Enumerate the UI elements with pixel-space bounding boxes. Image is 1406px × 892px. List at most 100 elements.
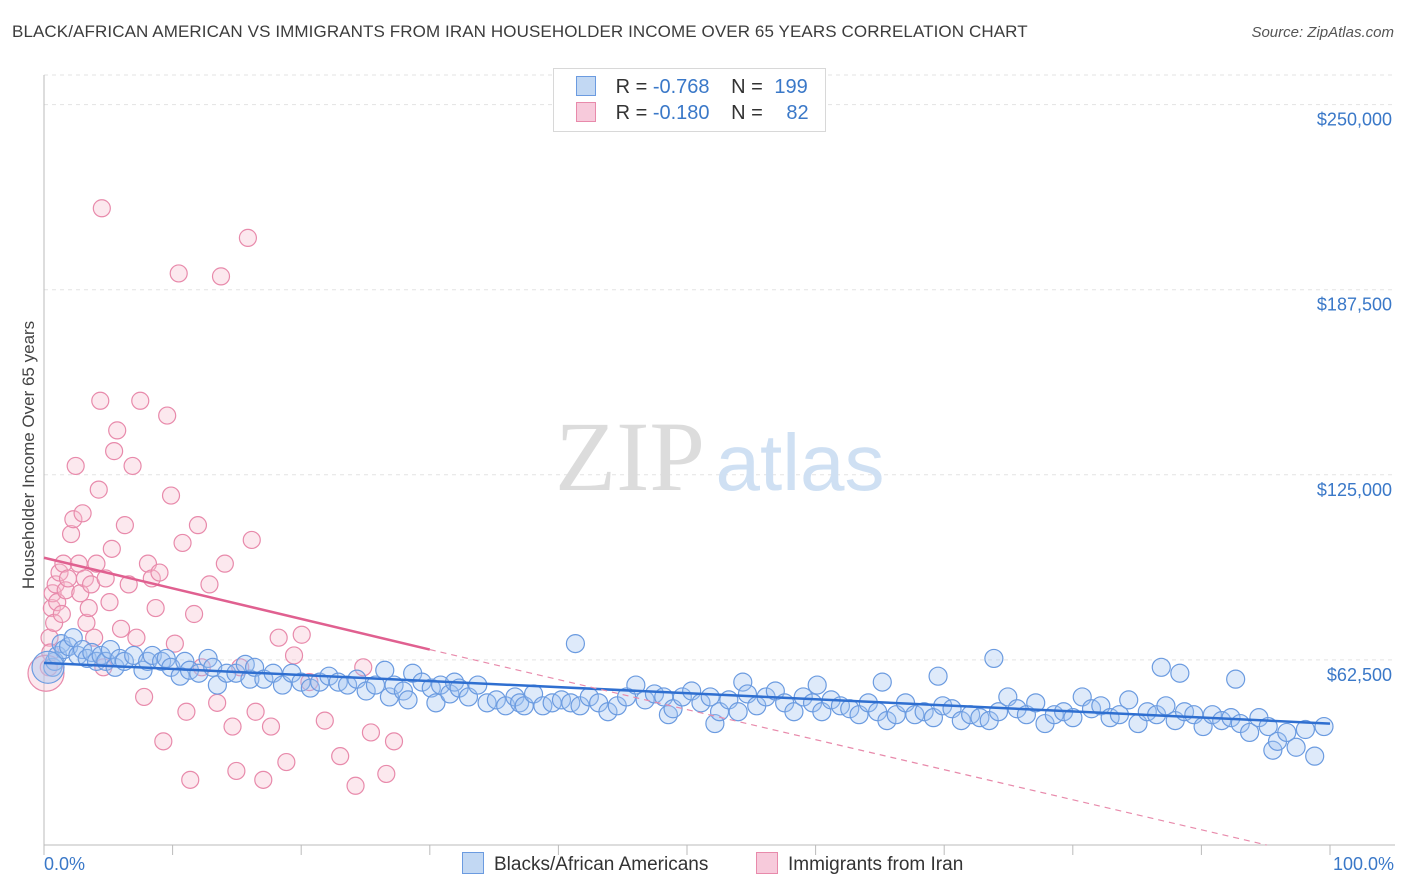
data-point-iran — [242, 530, 261, 550]
data-point-iran — [40, 628, 59, 647]
y-axis-label: Householder Income Over 65 years — [19, 321, 38, 589]
data-point-iran — [108, 421, 127, 440]
stats-legend: R = -0.768 N = 199 R = -0.180 N = 82 — [553, 68, 826, 132]
data-point-blacks — [872, 672, 892, 692]
data-point-blacks — [240, 669, 260, 689]
data-point-iran — [211, 267, 231, 286]
data-point-blacks — [356, 681, 376, 701]
data-point-iran — [61, 524, 81, 544]
gridlines — [44, 74, 1395, 661]
data-point-blacks — [198, 648, 218, 669]
data-point-iran — [254, 770, 273, 789]
data-point-blacks — [398, 690, 418, 710]
legend-n-label: N = — [731, 102, 763, 124]
data-point-iran — [169, 264, 188, 283]
data-point-iran — [215, 554, 234, 573]
data-point-blacks — [133, 660, 153, 680]
y-tick-label: $62,500 — [1327, 665, 1392, 685]
data-point-iran — [200, 575, 219, 594]
data-point-iran — [361, 723, 381, 742]
data-point-blacks — [300, 678, 320, 698]
data-point-blacks — [1263, 740, 1283, 760]
data-point-blacks — [1119, 690, 1139, 710]
data-point-iran — [102, 539, 121, 558]
data-point-blacks — [1295, 719, 1316, 740]
legend-n-value: 82 — [786, 102, 809, 124]
data-point-iran — [384, 732, 404, 751]
watermark: ZIP atlas — [555, 401, 884, 512]
data-point-blacks — [914, 702, 934, 722]
watermark-atlas: atlas — [716, 418, 885, 507]
bottom-legend-iran: Immigrants from Iran — [756, 852, 963, 876]
chart-title: BLACK/AFRICAN AMERICAN VS IMMIGRANTS FRO… — [12, 22, 1028, 41]
data-point-blacks — [1151, 657, 1171, 677]
data-point-blacks — [793, 687, 813, 707]
data-point-blacks — [1240, 722, 1260, 743]
data-point-iran — [227, 761, 246, 781]
data-point-iran — [79, 598, 98, 618]
data-point-blacks — [170, 666, 190, 686]
x-ticks — [43, 845, 1331, 855]
bottom-legend-swatch-pink — [756, 852, 778, 874]
data-point-blacks — [807, 675, 827, 695]
data-point-iran — [85, 628, 104, 647]
data-point-iran — [292, 625, 311, 644]
data-point-iran — [284, 646, 304, 665]
data-point-iran — [91, 391, 110, 410]
data-point-iran — [315, 711, 334, 730]
y-tick-label: $125,000 — [1317, 480, 1392, 500]
data-point-iran — [177, 702, 196, 721]
data-point-iran — [111, 619, 131, 638]
data-point-iran — [73, 504, 92, 523]
trend-line-iran-extension — [429, 648, 1267, 846]
data-point-blacks — [728, 702, 748, 722]
data-point-blacks — [440, 684, 460, 704]
legend-r-value: -0.768 — [652, 76, 710, 98]
data-point-iran — [377, 764, 396, 784]
data-point-iran — [66, 456, 85, 476]
data-point-iran — [150, 563, 169, 582]
legend-swatch-pink — [576, 102, 596, 122]
source-label: Source: ZipAtlas.com — [1251, 24, 1394, 41]
data-point-iran — [123, 456, 142, 476]
data-point-iran — [208, 693, 227, 712]
bottom-legend-blacks: Blacks/African Americans — [462, 852, 708, 876]
data-point-iran — [92, 199, 111, 218]
data-point-iran — [154, 732, 173, 751]
data-point-iran — [58, 569, 78, 588]
data-point-blacks — [426, 693, 446, 713]
trend-line-blacks — [43, 661, 1331, 725]
trend-lines — [43, 556, 1331, 846]
data-point-iran — [52, 604, 71, 624]
y-tick-label: $250,000 — [1317, 110, 1392, 130]
legend-row-blacks: R = -0.768 N = 199 — [576, 76, 808, 100]
data-point-blacks — [1063, 708, 1083, 728]
x-tick-label-max: 100.0% — [1333, 854, 1394, 874]
legend-n-value: 199 — [774, 76, 808, 98]
data-point-iran — [146, 598, 165, 618]
data-point-iran — [346, 776, 365, 795]
legend-r-label: R = — [615, 102, 648, 124]
data-point-blacks — [486, 690, 506, 710]
trend-line-iran — [43, 556, 431, 651]
data-point-iran — [158, 406, 177, 425]
bottom-legend-label: Blacks/African Americans — [494, 854, 709, 875]
series-black-points — [31, 628, 1334, 766]
legend-r-label: R = — [615, 76, 648, 98]
data-point-blacks — [393, 681, 413, 701]
data-point-blacks — [1305, 746, 1325, 766]
data-point-blacks — [1226, 669, 1246, 689]
data-point-blacks — [598, 702, 618, 722]
data-point-iran — [188, 516, 208, 535]
data-point-blacks — [1277, 722, 1297, 743]
data-point-iran — [56, 581, 75, 600]
data-point-iran — [246, 702, 265, 721]
data-point-iran — [238, 228, 258, 247]
data-point-iran — [77, 613, 96, 632]
data-point-iran — [269, 628, 288, 647]
data-point-iran — [277, 752, 296, 772]
legend-n-label: N = — [731, 76, 763, 98]
watermark-zip: ZIP — [555, 401, 705, 512]
data-point-blacks — [705, 713, 725, 734]
